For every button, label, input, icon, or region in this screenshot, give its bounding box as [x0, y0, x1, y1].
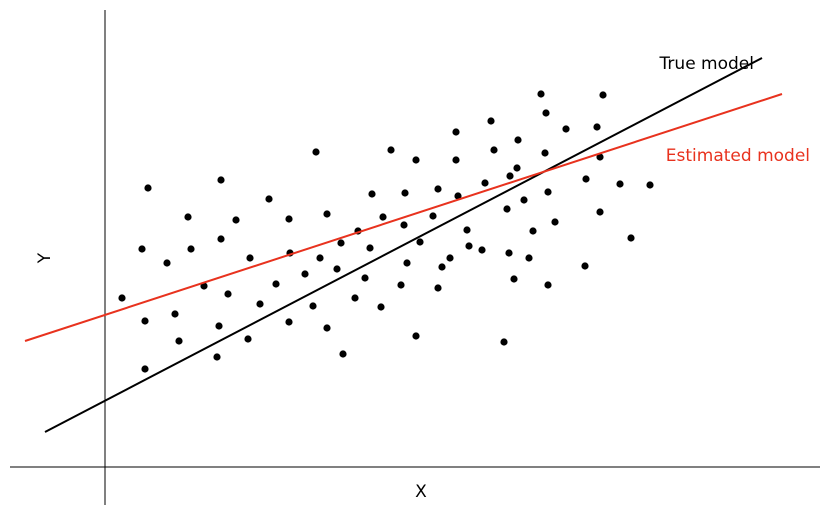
data-point	[412, 332, 420, 340]
data-point	[217, 235, 225, 243]
data-point	[217, 176, 225, 184]
data-point	[141, 317, 149, 325]
data-point	[377, 303, 385, 311]
data-point	[537, 90, 545, 98]
data-point	[333, 265, 341, 273]
data-point	[429, 212, 437, 220]
data-point	[215, 322, 223, 330]
data-point	[452, 156, 460, 164]
data-point	[434, 185, 442, 193]
data-point	[339, 350, 347, 358]
data-point	[506, 172, 514, 180]
data-point	[272, 280, 280, 288]
data-point	[337, 239, 345, 247]
data-point	[232, 216, 240, 224]
data-point	[481, 179, 489, 187]
data-point	[401, 189, 409, 197]
data-point	[510, 275, 518, 283]
data-point	[144, 184, 152, 192]
data-point	[541, 149, 549, 157]
data-point	[301, 270, 309, 278]
data-point	[244, 335, 252, 343]
data-point	[490, 146, 498, 154]
data-point	[175, 337, 183, 345]
data-point	[213, 353, 221, 361]
data-point	[285, 215, 293, 223]
data-point	[138, 245, 146, 253]
data-point	[582, 175, 590, 183]
data-point	[400, 221, 408, 229]
data-point	[438, 263, 446, 271]
data-point	[416, 238, 424, 246]
data-point	[403, 259, 411, 267]
data-point	[118, 294, 126, 302]
data-point	[379, 213, 387, 221]
data-point	[551, 218, 559, 226]
data-point	[361, 274, 369, 282]
data-point	[542, 109, 550, 117]
data-point	[500, 338, 508, 346]
data-point	[434, 284, 442, 292]
data-point	[368, 190, 376, 198]
data-point	[285, 318, 293, 326]
data-point	[593, 123, 601, 131]
data-point	[478, 246, 486, 254]
data-point	[323, 210, 331, 218]
data-point	[544, 281, 552, 289]
data-point	[141, 365, 149, 373]
y-axis-label: Y	[35, 252, 55, 264]
data-point	[246, 254, 254, 262]
data-point	[351, 294, 359, 302]
data-point	[520, 196, 528, 204]
data-point	[596, 208, 604, 216]
data-point	[323, 324, 331, 332]
line-label: True model	[659, 54, 754, 74]
data-point	[256, 300, 264, 308]
data-point	[525, 254, 533, 262]
data-point	[412, 156, 420, 164]
data-point	[265, 195, 273, 203]
data-point	[184, 213, 192, 221]
data-point	[316, 254, 324, 262]
data-point	[503, 205, 511, 213]
data-point	[599, 91, 607, 99]
data-point	[529, 227, 537, 235]
data-point	[163, 259, 171, 267]
data-point	[505, 249, 513, 257]
data-point	[452, 128, 460, 136]
data-point	[596, 153, 604, 161]
data-point	[581, 262, 589, 270]
data-point	[309, 302, 317, 310]
x-axis-label: X	[415, 482, 427, 502]
data-point	[562, 125, 570, 133]
data-point	[487, 117, 495, 125]
data-point	[171, 310, 179, 318]
data-point	[397, 281, 405, 289]
line-label: Estimated model	[666, 146, 810, 166]
model-line	[24, 93, 783, 342]
data-point	[187, 245, 195, 253]
data-point	[224, 290, 232, 298]
data-point	[387, 146, 395, 154]
data-point	[446, 254, 454, 262]
data-point	[616, 180, 624, 188]
data-point	[544, 188, 552, 196]
data-point	[463, 226, 471, 234]
model-line	[44, 57, 763, 433]
data-point	[514, 136, 522, 144]
data-point	[465, 242, 473, 250]
data-point	[513, 164, 521, 172]
data-point	[646, 181, 654, 189]
data-point	[312, 148, 320, 156]
data-point	[627, 234, 635, 242]
data-point	[454, 192, 462, 200]
data-point	[366, 244, 374, 252]
